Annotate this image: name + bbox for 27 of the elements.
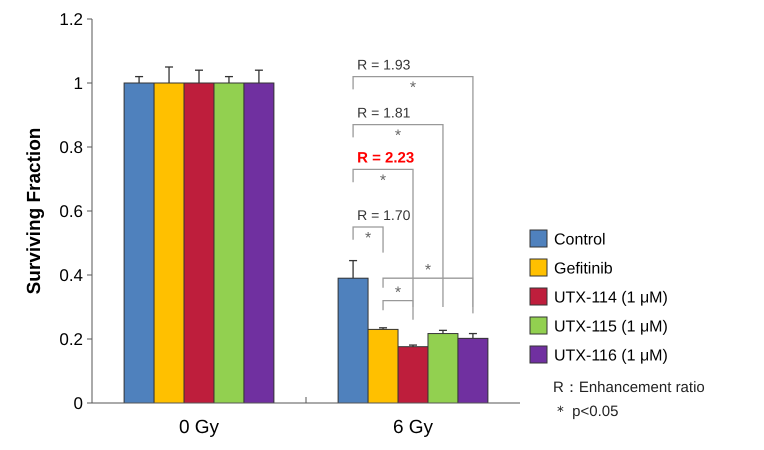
- legend-label: UTX-116 (1 μM): [554, 348, 668, 365]
- y-axis-title: Surviving Fraction: [24, 128, 45, 294]
- x-tick-label: 6 Gy: [392, 417, 434, 438]
- y-tick-label: 0.2: [59, 330, 83, 349]
- y-tick-label: 0.4: [59, 266, 83, 285]
- y-tick-label: 0.6: [59, 202, 83, 221]
- legend-label: UTX-115 (1 μM): [554, 318, 668, 336]
- annotation: R = 1.81: [357, 104, 411, 121]
- x-tick-label: 0 Gy: [178, 417, 220, 438]
- annotation: R = 1.93: [357, 56, 411, 73]
- annotation: R = 1.70: [357, 207, 411, 223]
- annotation: *: [424, 262, 432, 280]
- annotation: *: [394, 284, 402, 302]
- y-tick-label: 0: [74, 394, 83, 413]
- annotation: *: [394, 128, 402, 145]
- text: R：Enhancement ratio: [553, 379, 705, 396]
- annotation: *: [410, 80, 416, 97]
- annotation: *: [380, 172, 386, 190]
- legend-label: Control: [554, 232, 606, 249]
- y-tick-label: 1.2: [59, 10, 83, 29]
- text: ＊ p<0.05: [553, 403, 618, 420]
- annotation: R = 2.23: [357, 149, 414, 166]
- y-tick-label: 1: [74, 74, 83, 93]
- annotation: *: [364, 230, 372, 247]
- y-tick-label: 0.8: [59, 138, 83, 157]
- legend-label: Gefitinib: [554, 260, 613, 278]
- legend-label: UTX-114 (1 μM): [554, 290, 668, 307]
